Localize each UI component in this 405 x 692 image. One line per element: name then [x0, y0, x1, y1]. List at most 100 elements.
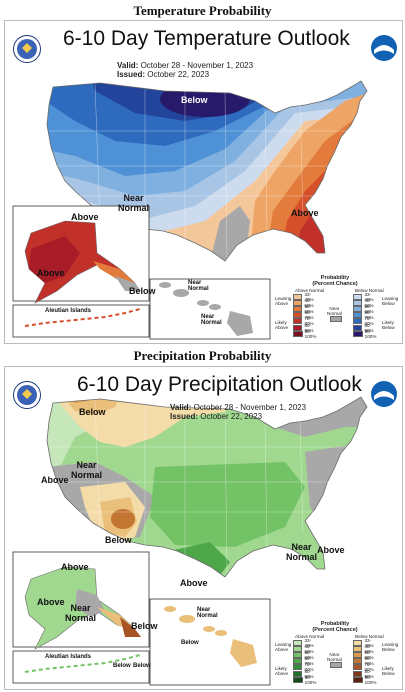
- legend-range-label: 80-90%: [364, 322, 374, 333]
- issued-value: October 22, 2023: [200, 412, 263, 421]
- label-hi-near: Near Normal: [197, 607, 218, 619]
- legend-range-label: 60-70%: [304, 310, 314, 321]
- legend-near-normal: Near Normal: [327, 652, 342, 662]
- issued-label: Issued:: [170, 412, 199, 421]
- legend-range-label: 90-100%: [364, 328, 377, 339]
- legend-above-header: Above Normal: [295, 634, 325, 639]
- legend-swatch: [353, 670, 363, 677]
- legend-above-header: Above Normal: [295, 288, 325, 293]
- legend-swatch: [293, 676, 303, 683]
- legend-swatch: [293, 670, 303, 677]
- legend-row: 50-60%: [353, 649, 376, 660]
- legend-row: 60-70%: [293, 656, 316, 666]
- legend-swatch: [293, 651, 303, 658]
- legend-swatch: [353, 305, 363, 312]
- legend-row: 60-70%: [353, 656, 376, 666]
- label-below-nw: Below: [79, 407, 106, 417]
- label-aleutian-below-2: Below: [133, 663, 151, 669]
- legend-range-label: 40-50%: [304, 297, 314, 308]
- legend-leaning-below: Leaning Below: [382, 642, 399, 652]
- legend-swatch: [293, 299, 303, 306]
- legend-range-label: 80-90%: [364, 668, 374, 679]
- legend-row: 33-40%: [353, 638, 376, 648]
- label-hi-near-2: Near Normal: [201, 314, 222, 326]
- legend-row: 90-100%: [353, 328, 379, 339]
- legend-swatch: [353, 676, 363, 683]
- legend-below-header: Below Normal: [355, 634, 384, 639]
- legend-leaning-above: Leaning Above: [275, 296, 292, 306]
- valid-label: Valid:: [117, 61, 139, 70]
- legend-near-swatch: [330, 316, 342, 322]
- label-ak-above-s: Above: [37, 268, 65, 278]
- legend-likely-above: Likely Above: [275, 666, 289, 676]
- precipitation-section-title: Precipitation Probability: [133, 348, 272, 363]
- label-near-normal: Near Normal: [118, 193, 150, 213]
- legend-below-header: Below Normal: [355, 288, 384, 293]
- legend-range-label: 70-80%: [364, 662, 374, 673]
- temperature-outlook-panel: 6-10 Day Temperature Outlook Valid: Octo…: [4, 20, 403, 344]
- temperature-issued: Issued: October 22, 2023: [117, 70, 209, 79]
- legend-near-normal: Near Normal: [327, 306, 342, 316]
- valid-label: Valid:: [170, 403, 192, 412]
- label-below: Below: [181, 95, 208, 105]
- legend-swatch: [293, 330, 303, 337]
- label-hi-near-1: Near Normal: [188, 280, 209, 292]
- legend-range-label: 70-80%: [304, 316, 314, 327]
- label-ak-near: Near Normal: [65, 603, 97, 623]
- temperature-legend: Probability (Percent Chance) Above Norma…: [275, 275, 400, 341]
- issued-label: Issued:: [117, 70, 146, 79]
- valid-value: October 28 - November 1, 2023: [140, 61, 254, 70]
- label-near-normal-w: Near Normal: [71, 460, 103, 480]
- label-aleutian: Aleutian Islands: [45, 654, 92, 660]
- label-ak-above-s: Above: [37, 597, 65, 607]
- legend-row: 60-70%: [293, 310, 316, 321]
- precipitation-issued: Issued: October 22, 2023: [170, 412, 262, 421]
- legend-swatch: [293, 293, 303, 300]
- label-aleutian-below-1: Below: [113, 663, 131, 669]
- label-ak-above-n: Above: [71, 212, 99, 222]
- noaa-logo-icon: [371, 381, 397, 407]
- legend-range-label: 60-70%: [364, 310, 374, 321]
- label-above-w: Above: [41, 475, 69, 485]
- legend-swatch: [353, 324, 363, 331]
- legend-swatch: [293, 645, 303, 652]
- legend-leaning-above: Leaning Above: [275, 642, 292, 652]
- legend-range-label: 50-60%: [364, 649, 374, 660]
- legend-row: 90-100%: [353, 674, 379, 685]
- legend-range-label: 90-100%: [304, 674, 317, 685]
- precipitation-title: 6-10 Day Precipitation Outlook: [77, 373, 362, 396]
- temperature-valid: Valid: October 28 - November 1, 2023: [117, 61, 253, 70]
- legend-range-label: 50-60%: [304, 303, 314, 314]
- legend-range-label: 50-60%: [364, 303, 374, 314]
- commerce-seal-icon: [13, 35, 41, 63]
- legend-swatch: [293, 639, 303, 646]
- legend-swatch: [353, 299, 363, 306]
- label-above-e: Above: [317, 545, 345, 555]
- legend-swatch: [293, 324, 303, 331]
- legend-range-label: 90-100%: [364, 674, 377, 685]
- legend-likely-above: Likely Above: [275, 320, 289, 330]
- legend-swatch: [353, 664, 363, 671]
- legend-swatch: [353, 658, 363, 665]
- legend-swatch: [353, 312, 363, 319]
- legend-likely-below: Likely Below: [382, 320, 395, 330]
- legend-row: 80-90%: [293, 323, 316, 333]
- label-ak-below: Below: [129, 286, 156, 296]
- precipitation-valid: Valid: October 28 - November 1, 2023: [170, 403, 306, 412]
- commerce-seal-icon: [13, 381, 41, 409]
- legend-swatch: [353, 330, 363, 337]
- precipitation-legend: Probability (Percent Chance) Above Norma…: [275, 621, 400, 687]
- legend-row: 80-90%: [353, 322, 376, 333]
- legend-row: 90-100%: [293, 329, 319, 339]
- legend-row: 33-40%: [293, 637, 316, 648]
- temperature-map: [12, 80, 368, 340]
- legend-row: 40-50%: [353, 298, 376, 308]
- legend-swatch: [353, 651, 363, 658]
- legend-row: 50-60%: [353, 303, 376, 314]
- issued-value: October 22, 2023: [147, 70, 210, 79]
- legend-row: 40-50%: [293, 644, 316, 654]
- temperature-title: 6-10 Day Temperature Outlook: [63, 27, 350, 50]
- label-near-normal-e: Near Normal: [286, 542, 318, 562]
- legend-range-label: 33-40%: [304, 637, 314, 648]
- legend-row: 80-90%: [293, 669, 316, 679]
